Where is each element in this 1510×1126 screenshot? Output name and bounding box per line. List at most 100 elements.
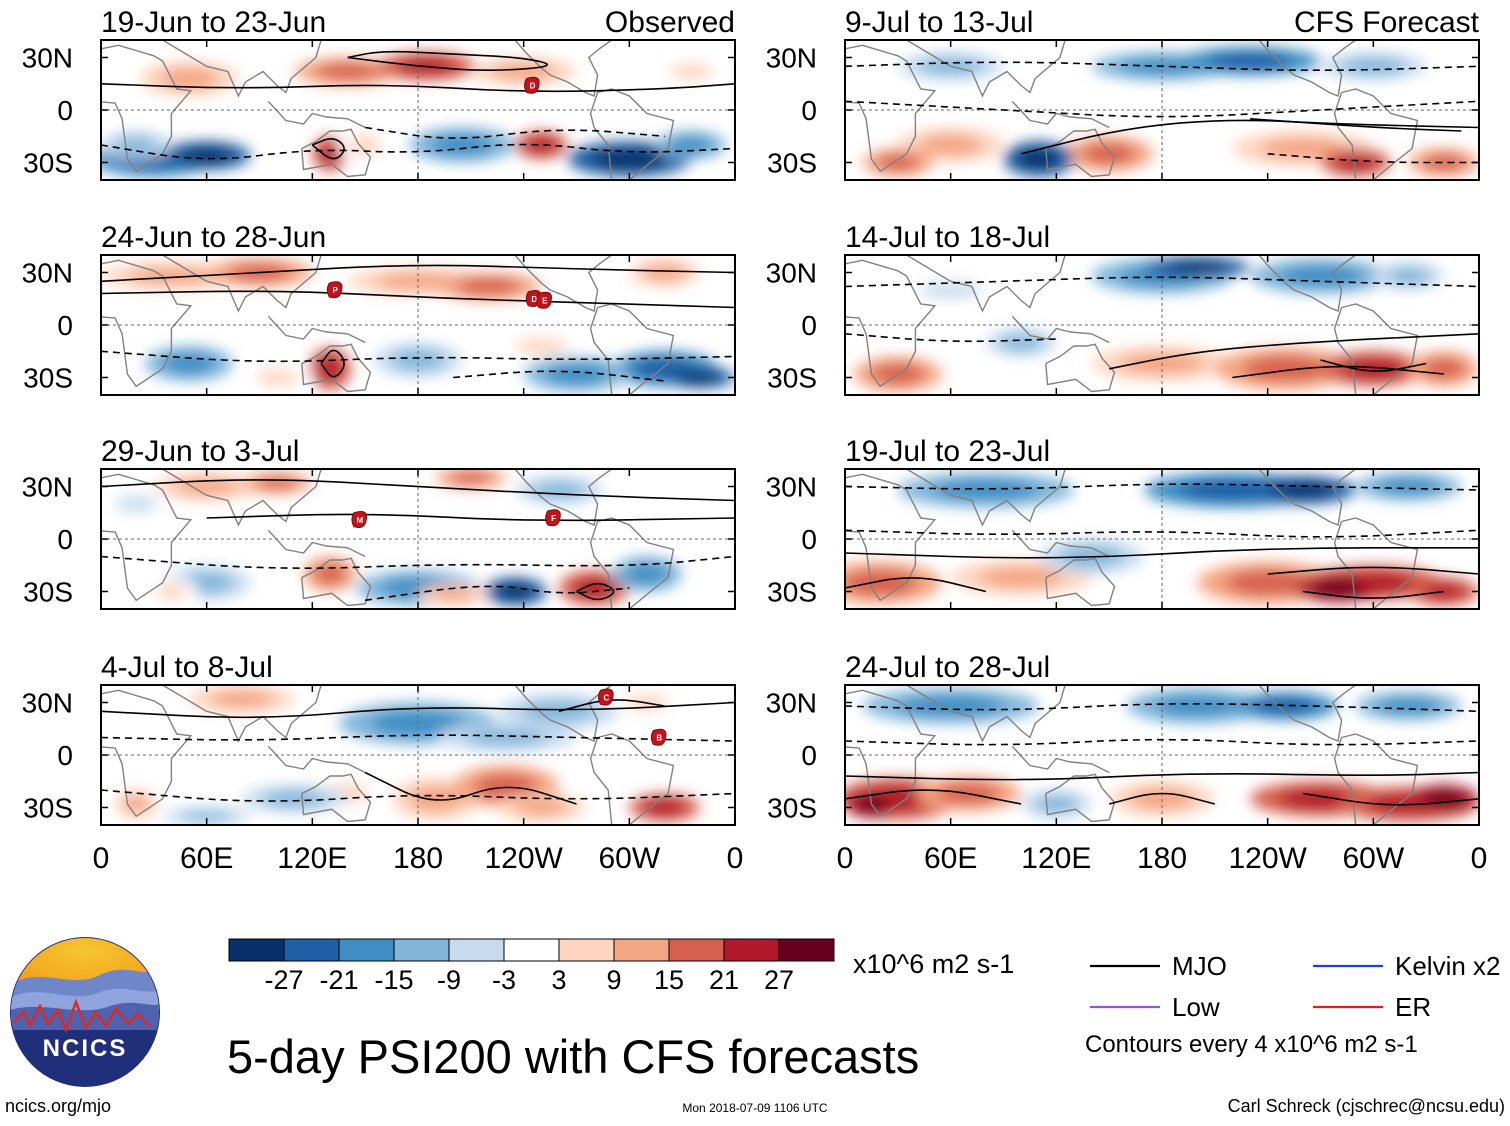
anomaly-core bbox=[1422, 358, 1465, 380]
storm-marker[interactable]: E bbox=[536, 291, 552, 309]
anomaly-field bbox=[115, 685, 700, 825]
anomaly-core bbox=[1341, 57, 1406, 75]
anomaly-core bbox=[669, 63, 713, 80]
y-tick-label: 30S bbox=[767, 363, 817, 394]
anomaly-core bbox=[1422, 790, 1465, 808]
storm-marker[interactable]: F bbox=[545, 509, 561, 527]
coastline bbox=[589, 303, 675, 395]
anomaly-core bbox=[933, 479, 1039, 501]
colorbar-label: 9 bbox=[606, 965, 621, 995]
column-header: CFS Forecast bbox=[1294, 6, 1480, 39]
coastlines bbox=[101, 255, 675, 395]
coastline bbox=[1011, 315, 1110, 344]
legend-item: Low bbox=[1090, 992, 1220, 1022]
y-tick-label: 30N bbox=[766, 472, 817, 503]
contour-line bbox=[845, 333, 1057, 343]
x-tick-label: 120E bbox=[277, 842, 347, 875]
storm-marker[interactable]: B bbox=[650, 728, 667, 746]
contour-line bbox=[1267, 566, 1479, 575]
anomaly-core bbox=[999, 334, 1043, 351]
contour-line bbox=[364, 771, 577, 805]
anomaly-core bbox=[1253, 697, 1317, 715]
contour-line bbox=[845, 483, 1479, 491]
contour-line bbox=[1302, 792, 1479, 806]
anomaly-core bbox=[845, 570, 918, 596]
anomaly-core bbox=[495, 583, 534, 600]
y-tick-label: 0 bbox=[57, 310, 73, 341]
colorbar-swatch bbox=[778, 938, 835, 962]
storm-label: C bbox=[604, 693, 610, 702]
y-tick-label: 30S bbox=[23, 577, 73, 608]
mjo-contours bbox=[101, 699, 735, 805]
map-panel: C B 30N 0 30S 4-Jul to 8-Jul bbox=[22, 651, 736, 826]
panel-period: 19-Jun to 23-Jun bbox=[101, 6, 326, 39]
colorbar-swatch bbox=[228, 938, 285, 962]
contour-line bbox=[101, 479, 735, 502]
anomaly-core bbox=[409, 786, 463, 812]
legend-item: Kelvin x2 bbox=[1313, 951, 1501, 981]
anomaly-core bbox=[456, 278, 521, 295]
y-tick-label: 30N bbox=[766, 43, 817, 74]
y-tick-label: 30S bbox=[23, 148, 73, 179]
anomaly-core bbox=[514, 337, 568, 355]
colorbar-swatch bbox=[723, 938, 780, 962]
storm-label: P bbox=[333, 286, 339, 295]
storm-marker[interactable]: D bbox=[524, 76, 540, 94]
anomaly-core bbox=[669, 136, 713, 154]
coastline bbox=[845, 473, 937, 602]
contour-line bbox=[101, 789, 735, 802]
anomaly-core bbox=[255, 369, 299, 386]
storm-label: E bbox=[542, 297, 548, 306]
anomaly-core bbox=[1376, 478, 1441, 495]
contour-line bbox=[845, 529, 1479, 538]
contour-line bbox=[1108, 792, 1216, 805]
anomaly-core bbox=[572, 577, 616, 599]
coastline bbox=[906, 40, 1066, 98]
x-tick-label: 60W bbox=[598, 842, 660, 875]
footer-timestamp: Mon 2018-07-09 1106 UTC bbox=[682, 1101, 828, 1115]
x-tick-label: 180 bbox=[1137, 842, 1187, 875]
y-tick-label: 30N bbox=[22, 258, 73, 289]
contour-line bbox=[320, 349, 345, 378]
panel-period: 19-Jul to 23-Jul bbox=[845, 435, 1050, 468]
coastline bbox=[267, 100, 366, 129]
contour-line bbox=[576, 582, 615, 601]
coastline bbox=[101, 259, 193, 388]
colorbar-label: -3 bbox=[492, 965, 516, 995]
legend-label: MJO bbox=[1172, 951, 1227, 981]
y-tick-label: 0 bbox=[801, 95, 817, 126]
legend-item: ER bbox=[1313, 992, 1431, 1022]
x-tick-label: 0 bbox=[837, 842, 854, 875]
coastline bbox=[267, 315, 366, 344]
contour-line bbox=[845, 738, 1479, 746]
footer-url[interactable]: ncics.org/mjo bbox=[5, 1096, 111, 1116]
legend: MJO Kelvin x2 Low ER bbox=[1090, 951, 1501, 1022]
storm-icon bbox=[326, 281, 343, 299]
anomaly-core bbox=[1422, 154, 1465, 171]
coastline bbox=[1333, 88, 1419, 180]
coastline bbox=[1258, 40, 1357, 97]
storm-marker[interactable]: P bbox=[326, 281, 343, 299]
column-header: Observed bbox=[605, 6, 735, 39]
y-tick-label: 0 bbox=[57, 740, 73, 771]
y-tick-label: 30N bbox=[766, 258, 817, 289]
anomaly-core bbox=[1341, 358, 1406, 380]
coastline bbox=[906, 469, 1066, 527]
anomaly-core bbox=[1260, 138, 1346, 159]
contour-line bbox=[845, 577, 987, 593]
storm-marker[interactable]: C bbox=[598, 688, 614, 706]
storm-marker[interactable]: M bbox=[351, 511, 368, 528]
mjo-contours bbox=[101, 264, 735, 382]
x-tick-label: 180 bbox=[393, 842, 443, 875]
colorbar-swatch bbox=[448, 938, 505, 962]
anomaly-core bbox=[678, 371, 721, 384]
colorbar-swatch bbox=[668, 938, 725, 962]
legend-item: MJO bbox=[1090, 951, 1227, 981]
panel-period: 9-Jul to 13-Jul bbox=[845, 6, 1033, 39]
y-tick-label: 0 bbox=[801, 740, 817, 771]
colorbar-label: -27 bbox=[264, 965, 303, 995]
anomaly-core bbox=[1165, 260, 1229, 274]
x-tick-label: 120E bbox=[1021, 842, 1091, 875]
coastline bbox=[101, 473, 193, 602]
